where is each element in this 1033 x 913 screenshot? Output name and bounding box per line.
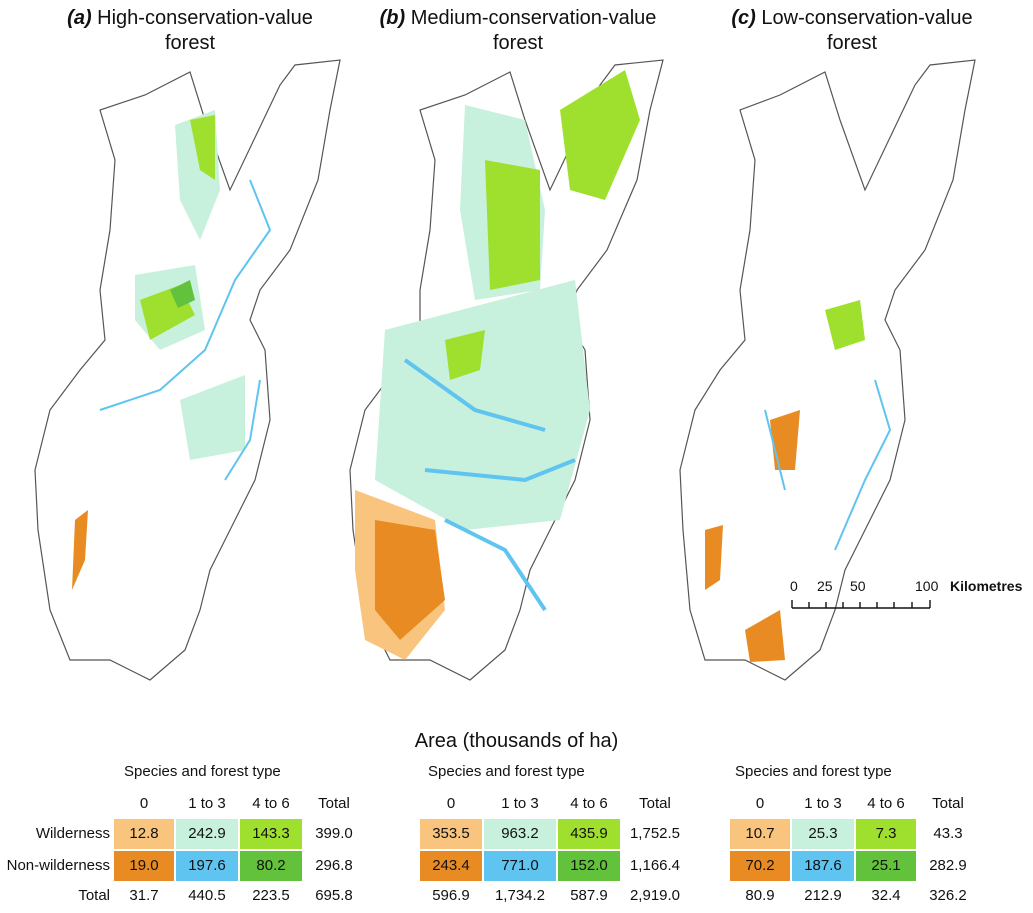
panel-title-c: (c) Low-conservation-value forest bbox=[702, 6, 1002, 56]
forest-nonwild-4to6 bbox=[170, 280, 195, 308]
forest-wild-1to3 bbox=[180, 375, 245, 460]
cell-total: 399.0 bbox=[315, 825, 353, 842]
panel-title-line2: forest bbox=[164, 32, 216, 54]
cell-total: 296.8 bbox=[315, 857, 353, 874]
col-header: 4 to 6 bbox=[252, 795, 290, 812]
cell-nonwild-1to3: 771.0 bbox=[484, 851, 556, 881]
col-header: Total bbox=[318, 795, 350, 812]
cell-nonwild-4to6: 152.0 bbox=[558, 851, 620, 881]
col-header: 1 to 3 bbox=[804, 795, 842, 812]
cell-total: 1,166.4 bbox=[629, 857, 681, 874]
table-header: Species and forest type bbox=[124, 763, 281, 780]
col-header: 1 to 3 bbox=[188, 795, 226, 812]
col-header: 0 bbox=[139, 795, 149, 812]
cell-total: 1,752.5 bbox=[629, 825, 681, 842]
forest-wild-4to6 bbox=[560, 70, 640, 200]
summary-table-a: Species and forest type 0 1 to 3 4 to 6 … bbox=[0, 763, 360, 913]
cell-grand-total: 2,919.0 bbox=[629, 887, 681, 904]
cell-wild-4to6: 143.3 bbox=[240, 819, 302, 849]
forest-wild-1to3 bbox=[375, 280, 590, 530]
cell-total-1to3: 212.9 bbox=[804, 887, 842, 904]
cell-total-1to3: 1,734.2 bbox=[494, 887, 546, 904]
map-high-conservation bbox=[34, 59, 341, 681]
summary-table-b: Species and forest type 0 1 to 3 4 to 6 … bbox=[420, 763, 710, 913]
panel-title-b: (b) Medium-conservation-value forest bbox=[368, 6, 668, 56]
scale-ruler bbox=[791, 600, 931, 609]
cell-total-4to6: 223.5 bbox=[252, 887, 290, 904]
row-label: Non-wilderness bbox=[6, 857, 110, 874]
forest-nonwild-0 bbox=[72, 510, 88, 590]
panel-title-line2: forest bbox=[826, 32, 878, 54]
panel-title-line2: forest bbox=[492, 32, 544, 54]
cell-grand-total: 695.8 bbox=[315, 887, 353, 904]
forest-nonwild-1to3 bbox=[99, 179, 272, 481]
cell-nonwild-1to3: 197.6 bbox=[176, 851, 238, 881]
forest-wild-4to6 bbox=[190, 115, 215, 180]
cell-total-1to3: 440.5 bbox=[188, 887, 226, 904]
forest-nonwild-0 bbox=[705, 525, 723, 590]
col-header: Total bbox=[639, 795, 671, 812]
cell-total-4to6: 587.9 bbox=[570, 887, 608, 904]
cell-wild-0: 12.8 bbox=[114, 819, 174, 849]
col-header: 4 to 6 bbox=[867, 795, 905, 812]
cell-wild-0: 10.7 bbox=[730, 819, 790, 849]
cell-wild-1to3: 25.3 bbox=[792, 819, 854, 849]
forest-nonwild-0 bbox=[770, 410, 800, 470]
panel-letter: (c) bbox=[731, 7, 756, 29]
scale-unit: Kilometres bbox=[950, 578, 1023, 594]
cell-nonwild-0: 70.2 bbox=[730, 851, 790, 881]
table-header: Species and forest type bbox=[428, 763, 585, 780]
panel-letter: (a) bbox=[67, 7, 92, 29]
forest-wild-4to6 bbox=[485, 160, 540, 290]
forest-nonwild-0 bbox=[745, 610, 785, 662]
row-label: Wilderness bbox=[35, 825, 110, 842]
scale-tick-label: 0 bbox=[790, 578, 798, 594]
scale-tick-label: 50 bbox=[850, 578, 866, 594]
col-header: 4 to 6 bbox=[570, 795, 608, 812]
cell-total-0: 31.7 bbox=[129, 887, 159, 904]
table-header: Species and forest type bbox=[735, 763, 892, 780]
cell-wild-4to6: 435.9 bbox=[558, 819, 620, 849]
forest-wild-4to6 bbox=[445, 330, 485, 380]
cell-grand-total: 326.2 bbox=[929, 887, 967, 904]
col-header: 0 bbox=[755, 795, 765, 812]
cell-total-0: 80.9 bbox=[745, 887, 775, 904]
forest-nonwild-1to3 bbox=[403, 358, 576, 612]
panel-letter: (b) bbox=[379, 7, 406, 29]
forest-nonwild-1to3 bbox=[764, 379, 892, 551]
summary-table-c: Species and forest type 0 1 to 3 4 to 6 … bbox=[730, 763, 1020, 913]
panel-title-line1: High-conservation-value bbox=[97, 7, 313, 29]
region-outline bbox=[679, 59, 976, 681]
forest-nonwild-0 bbox=[375, 520, 445, 640]
cell-nonwild-0: 243.4 bbox=[420, 851, 482, 881]
cell-wild-0: 353.5 bbox=[420, 819, 482, 849]
col-header: 1 to 3 bbox=[501, 795, 539, 812]
map-low-conservation bbox=[679, 59, 976, 681]
cell-wild-4to6: 7.3 bbox=[856, 819, 916, 849]
col-header: 0 bbox=[446, 795, 456, 812]
row-label: Total bbox=[78, 887, 110, 904]
scale-tick-label: 100 bbox=[915, 578, 939, 594]
cell-wild-1to3: 242.9 bbox=[176, 819, 238, 849]
cell-total: 43.3 bbox=[933, 825, 963, 842]
cell-total: 282.9 bbox=[929, 857, 967, 874]
panel-title-a: (a) High-conservation-value forest bbox=[40, 6, 340, 56]
cell-nonwild-1to3: 187.6 bbox=[792, 851, 854, 881]
panel-title-line1: Medium-conservation-value bbox=[410, 7, 657, 29]
legend-title: Area (thousands of ha) bbox=[414, 730, 619, 752]
panel-title-line1: Low-conservation-value bbox=[761, 7, 973, 29]
cell-nonwild-4to6: 80.2 bbox=[240, 851, 302, 881]
cell-wild-1to3: 963.2 bbox=[484, 819, 556, 849]
forest-wild-4to6 bbox=[825, 300, 865, 350]
scale-bar: 0 25 50 100 Kilometres bbox=[790, 578, 1030, 618]
cell-total-4to6: 32.4 bbox=[871, 887, 901, 904]
map-medium-conservation bbox=[349, 59, 664, 681]
scale-tick-label: 25 bbox=[817, 578, 833, 594]
cell-nonwild-0: 19.0 bbox=[114, 851, 174, 881]
col-header: Total bbox=[932, 795, 964, 812]
cell-nonwild-4to6: 25.1 bbox=[856, 851, 916, 881]
cell-total-0: 596.9 bbox=[432, 887, 470, 904]
